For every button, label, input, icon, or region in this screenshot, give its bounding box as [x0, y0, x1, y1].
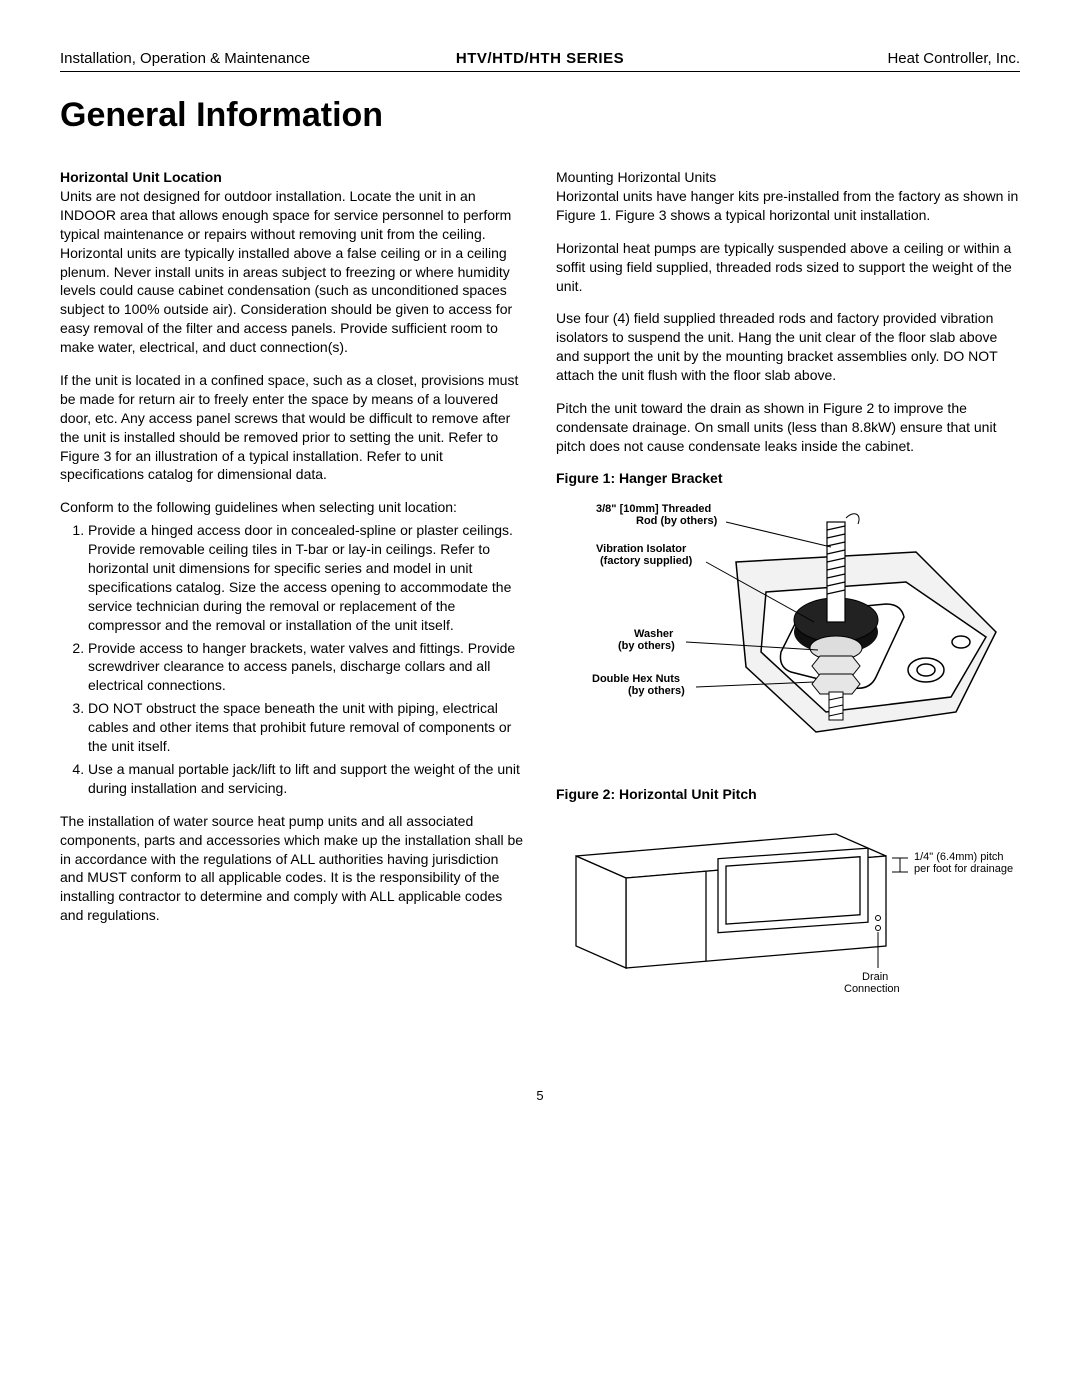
right-p3: Use four (4) field supplied threaded rod…	[556, 309, 1020, 385]
figure2-caption: Figure 2: Horizontal Unit Pitch	[556, 786, 1020, 802]
page-title: General Information	[60, 96, 1020, 135]
page-number: 5	[60, 1088, 1020, 1103]
right-p2: Horizontal heat pumps are typically susp…	[556, 239, 1020, 296]
left-p1: Units are not designed for outdoor insta…	[60, 187, 524, 357]
page: Installation, Operation & Maintenance HT…	[0, 0, 1080, 1133]
page-header: Installation, Operation & Maintenance HT…	[60, 50, 1020, 72]
svg-text:1/4" (6.4mm) pitch: 1/4" (6.4mm) pitch per foot for drainage	[914, 851, 1013, 875]
left-p3: Conform to the following guidelines when…	[60, 498, 524, 517]
right-column: Mounting Horizontal Units Horizontal uni…	[556, 169, 1020, 1008]
right-p4: Pitch the unit toward the drain as shown…	[556, 399, 1020, 456]
svg-text:Double Hex Nuts (b: Double Hex Nuts (by others)	[592, 673, 685, 697]
figure1-caption: Figure 1: Hanger Bracket	[556, 470, 1020, 486]
header-left: Installation, Operation & Maintenance	[60, 50, 380, 67]
header-right: Heat Controller, Inc.	[700, 50, 1020, 67]
right-p1: Horizontal units have hanger kits pre-in…	[556, 187, 1020, 225]
left-heading: Horizontal Unit Location	[60, 169, 524, 185]
list-item: Use a manual portable jack/lift to lift …	[88, 760, 524, 798]
left-column: Horizontal Unit Location Units are not d…	[60, 169, 524, 1008]
left-p2: If the unit is located in a confined spa…	[60, 371, 524, 484]
guidelines-list: Provide a hinged access door in conceale…	[60, 521, 524, 797]
figure1: 3/8" [10mm] Threaded Rod (by others) Vib…	[556, 492, 1020, 772]
svg-text:Drain Connection: Drain Connection	[844, 971, 900, 995]
left-p4: The installation of water source heat pu…	[60, 812, 524, 925]
list-item: Provide a hinged access door in conceale…	[88, 521, 524, 634]
figure2: 1/4" (6.4mm) pitch per foot for drainage…	[556, 808, 1020, 1008]
content-columns: Horizontal Unit Location Units are not d…	[60, 169, 1020, 1008]
hanger-bracket-diagram: 3/8" [10mm] Threaded Rod (by others) Vib…	[556, 492, 1026, 772]
unit-pitch-diagram: 1/4" (6.4mm) pitch per foot for drainage…	[556, 808, 1026, 1008]
list-item: Provide access to hanger brackets, water…	[88, 639, 524, 696]
list-item: DO NOT obstruct the space beneath the un…	[88, 699, 524, 756]
header-center: HTV/HTD/HTH SERIES	[380, 50, 700, 67]
svg-text:3/8" [10mm] Threaded: 3/8" [10mm] Threaded Rod (by others)	[596, 503, 718, 527]
right-heading: Mounting Horizontal Units	[556, 169, 1020, 185]
svg-text:Washer (by others): Washer (by others)	[618, 628, 676, 652]
svg-text:Vibration Isolator: Vibration Isolator (factory supplied)	[596, 543, 693, 567]
